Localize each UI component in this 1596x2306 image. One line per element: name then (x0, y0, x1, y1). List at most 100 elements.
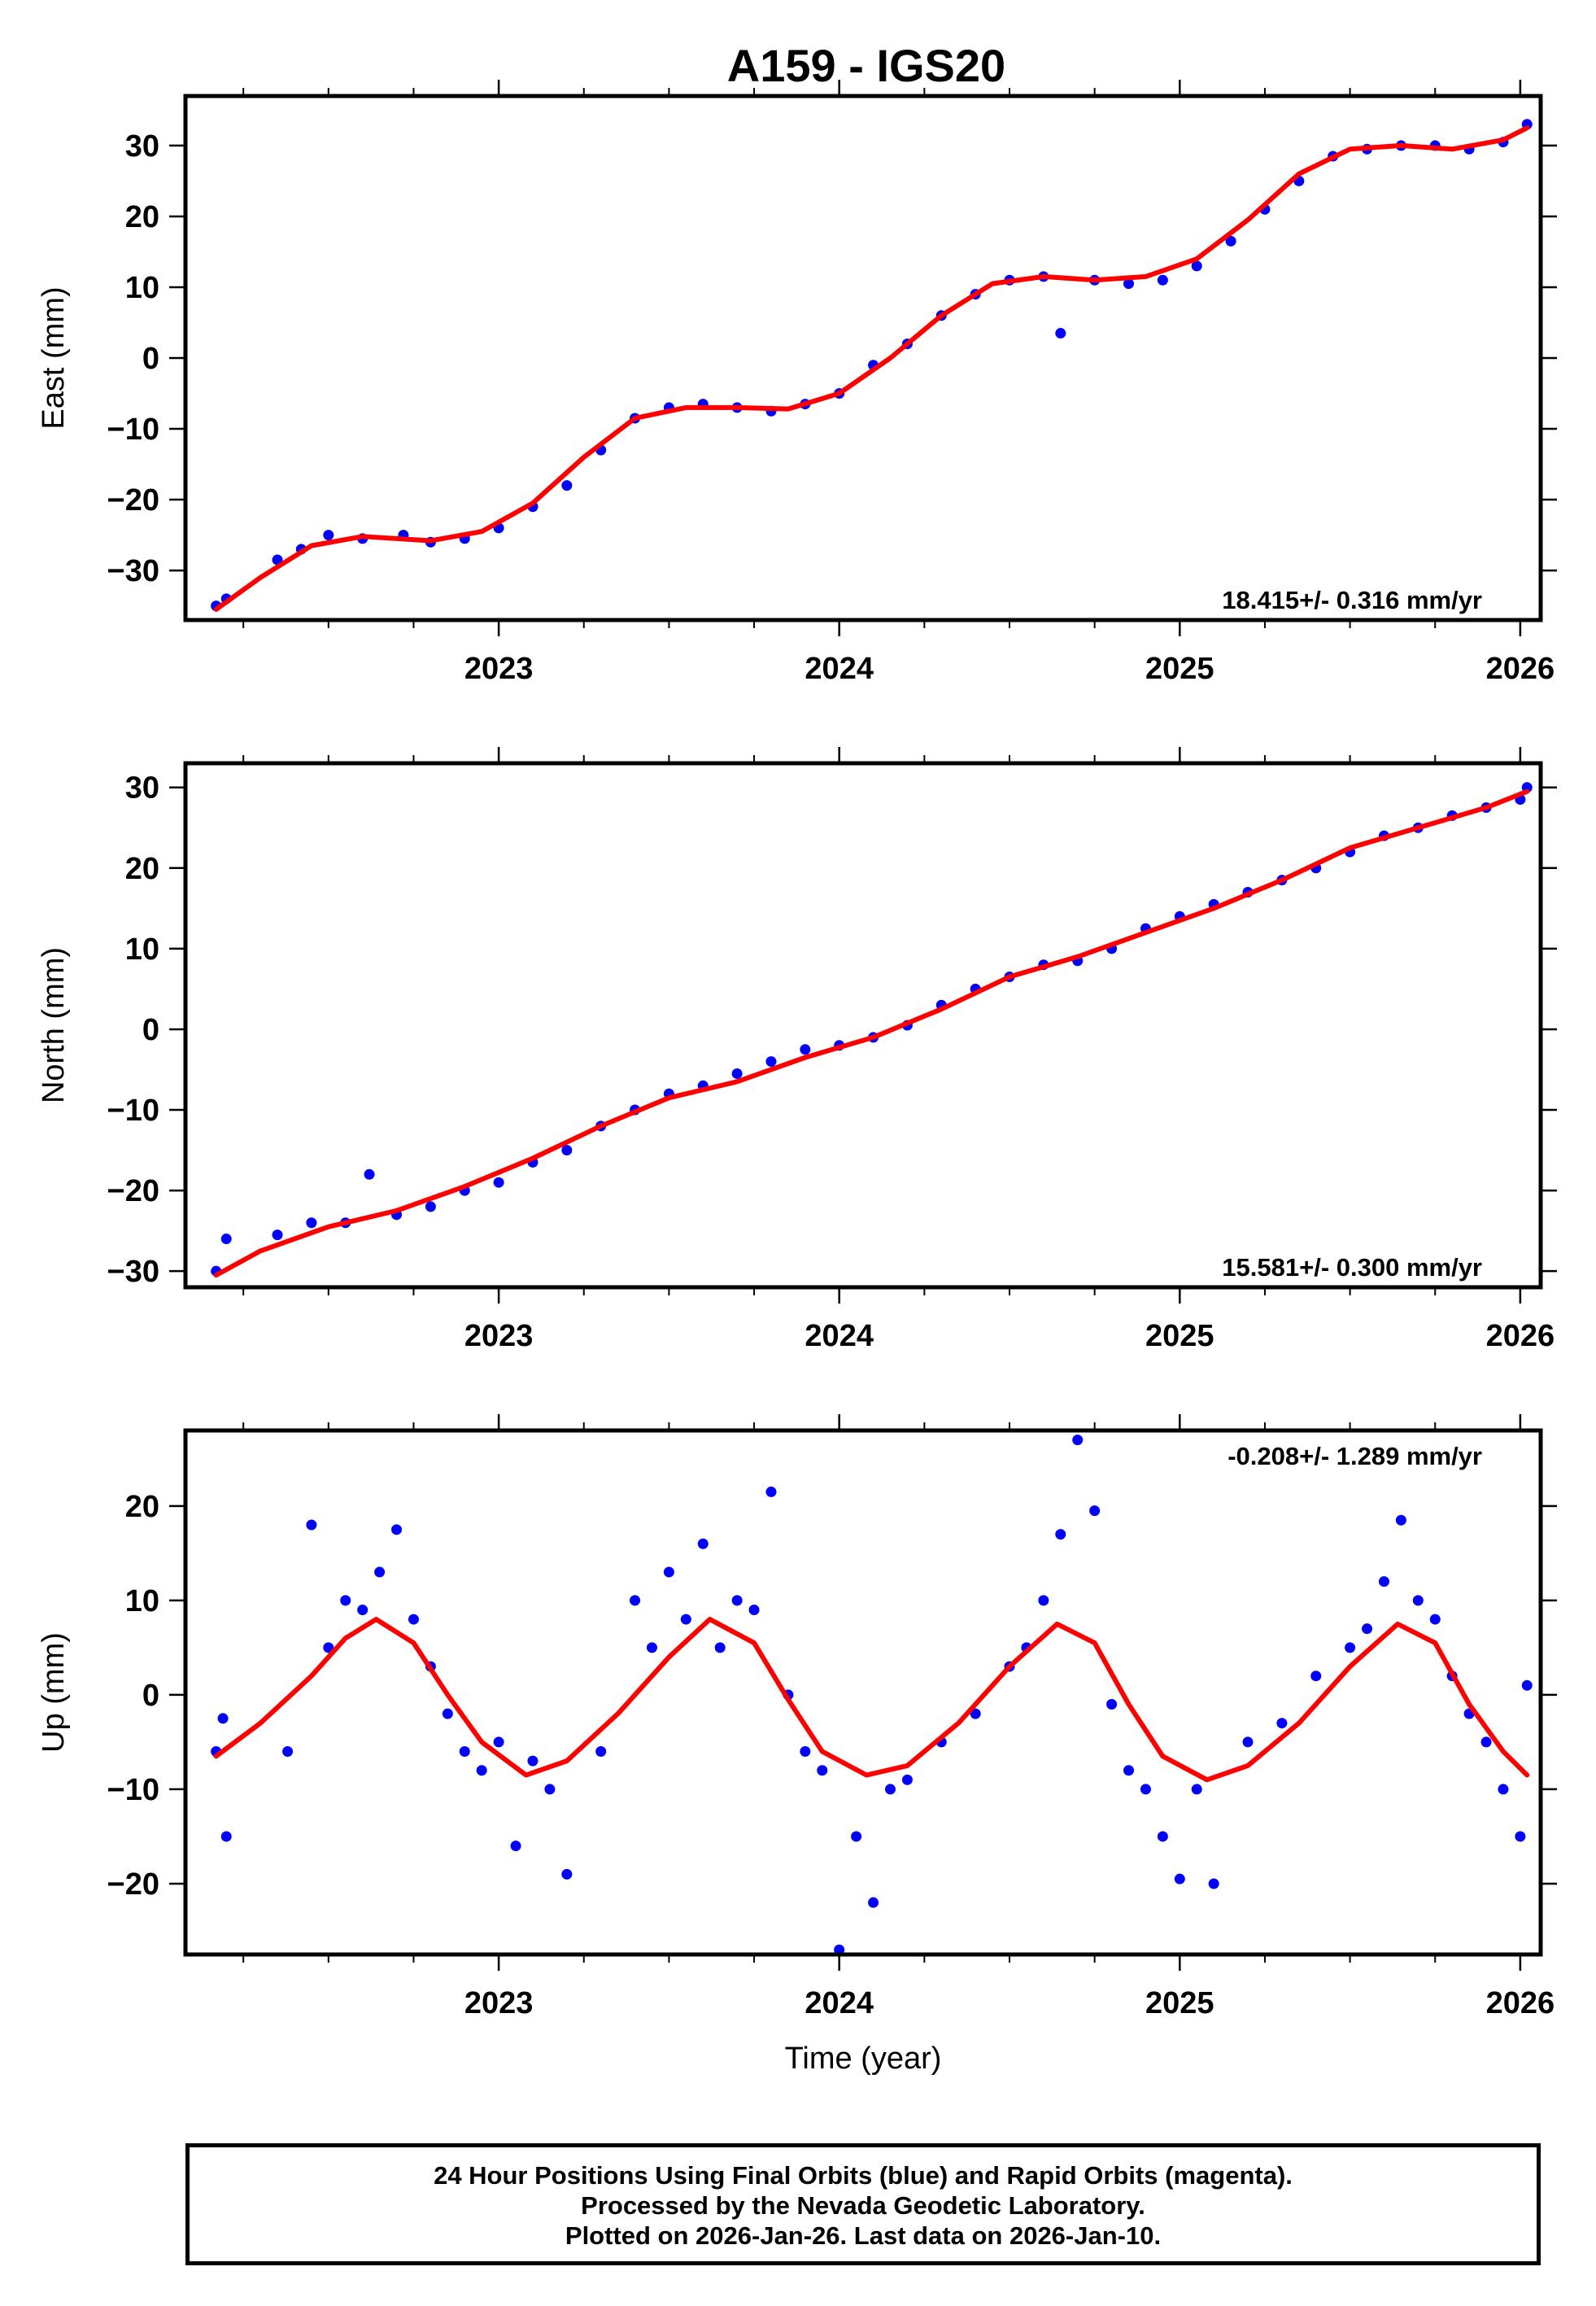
up-data-point (217, 1713, 229, 1724)
up-data-point (1208, 1878, 1219, 1889)
up-data-point (1521, 1679, 1533, 1691)
east-frame (183, 94, 1543, 622)
up-data-point (1378, 1576, 1389, 1588)
up-data-point (374, 1566, 386, 1578)
up-data-point (1395, 1514, 1406, 1526)
north-y-tick-label: 0 (142, 1013, 159, 1047)
up-x-axis-label: Time (year) (785, 2042, 942, 2076)
up-data-point (630, 1595, 641, 1606)
east-data-point (1123, 278, 1135, 290)
up-data-point (282, 1746, 294, 1758)
footer-line-orbits: 24 Hour Positions Using Final Orbits (bl… (434, 2161, 1293, 2190)
north-y-tick-label: 10 (125, 932, 159, 967)
up-data-layer (211, 1435, 1533, 1954)
east-rate-label: 18.415+/- 0.316 mm/yr (1222, 586, 1482, 614)
up-data-point (391, 1524, 403, 1535)
up-data-point (527, 1755, 539, 1767)
up-data-point (1515, 1831, 1526, 1842)
up-data-point (1038, 1595, 1049, 1606)
up-data-point (817, 1765, 828, 1776)
up-y-axis-label: Up (mm) (37, 1632, 71, 1753)
up-data-point (595, 1746, 607, 1758)
up-data-point (442, 1708, 453, 1719)
up-data-point (748, 1604, 760, 1615)
up-data-point (1498, 1784, 1509, 1795)
north-data-point (364, 1168, 375, 1180)
up-data-point (1362, 1623, 1373, 1635)
up-data-point (340, 1595, 351, 1606)
north-y-tick-label: −10 (107, 1094, 159, 1128)
up-data-point (1089, 1505, 1101, 1517)
up-x-tick-label: 2024 (805, 1986, 874, 2020)
up-data-point (493, 1736, 504, 1748)
up-y-tick-label: 10 (125, 1584, 159, 1618)
north-data-point (306, 1217, 317, 1229)
east-data-point (323, 530, 334, 541)
north-y-tick-label: −30 (107, 1255, 159, 1289)
east-x-tick-label: 2023 (464, 652, 534, 686)
east-panel: 2023 2024 2025 2026 −30 −20 −10 0 10 20 30 East (mm… (37, 80, 1557, 686)
north-data-point (493, 1177, 504, 1188)
up-y-tick-label: −20 (107, 1867, 159, 1902)
up-rate-label: -0.208+/- 1.289 mm/yr (1228, 1442, 1482, 1470)
north-frame (183, 761, 1543, 1290)
up-data-point (680, 1614, 691, 1625)
east-data-point (1225, 235, 1236, 247)
east-y-tick-label: 20 (125, 200, 159, 234)
north-data-point (425, 1201, 436, 1212)
up-data-point (1191, 1784, 1202, 1795)
up-data-point (510, 1841, 521, 1852)
up-data-point (357, 1604, 368, 1615)
north-rate-label: 15.581+/- 0.300 mm/yr (1222, 1253, 1482, 1282)
up-data-point (220, 1831, 232, 1842)
up-data-point (1140, 1784, 1151, 1795)
up-data-point (306, 1519, 317, 1531)
up-data-point (1412, 1595, 1424, 1606)
east-y-tick-label: 10 (125, 271, 159, 305)
up-data-point (1276, 1718, 1288, 1729)
up-panel: 2023 2024 2025 2026 −20 −10 0 10 20 Up (mm) Time (… (37, 1414, 1557, 2076)
chart-title: A159 - IGS20 (726, 40, 1006, 91)
east-data-point (561, 480, 573, 491)
east-y-tick-label: −10 (107, 413, 159, 447)
north-x-tick-label: 2024 (805, 1319, 874, 1353)
up-data-point (800, 1746, 811, 1758)
up-data-point (1157, 1831, 1168, 1842)
footer-line-plotted: Plotted on 2026-Jan-26. Last data on 202… (565, 2221, 1162, 2250)
up-data-point (970, 1708, 981, 1719)
north-y-axis-label: North (mm) (37, 947, 71, 1103)
up-x-tick-label: 2026 (1486, 1986, 1555, 2020)
up-data-point (1429, 1614, 1441, 1625)
north-data-point (272, 1229, 283, 1241)
up-data-point (1174, 1873, 1185, 1885)
north-data-point (731, 1068, 743, 1079)
up-data-point (697, 1538, 709, 1549)
footer-line-processed: Processed by the Nevada Geodetic Laborat… (581, 2191, 1145, 2220)
up-data-point (901, 1774, 913, 1785)
north-data-point (765, 1056, 777, 1068)
up-data-point (1106, 1699, 1118, 1710)
north-y-tick-label: −20 (107, 1174, 159, 1208)
up-data-point (459, 1746, 470, 1758)
east-data-point (1191, 260, 1202, 272)
north-panel: 2023 2024 2025 2026 −30 −20 −10 0 10 20 30 North (m… (37, 747, 1557, 1353)
east-y-tick-label: 0 (142, 342, 159, 376)
north-x-tick-label: 2023 (464, 1319, 534, 1353)
north-data-layer (211, 782, 1533, 1278)
east-x-tick-label: 2025 (1145, 652, 1214, 686)
north-fit-line (213, 788, 1530, 1278)
north-x-tick-label: 2026 (1486, 1319, 1555, 1353)
east-y-axis-label: East (mm) (37, 286, 71, 429)
north-data-point (220, 1234, 232, 1245)
up-y-tick-label: 0 (142, 1679, 159, 1713)
up-fit-line (213, 1617, 1530, 1783)
east-y-tick-label: −20 (107, 483, 159, 518)
up-x-tick-label: 2025 (1145, 1986, 1214, 2020)
up-data-point (1310, 1671, 1322, 1682)
up-data-point (323, 1642, 334, 1653)
up-data-point (731, 1595, 743, 1606)
up-data-point (1480, 1736, 1492, 1748)
north-y-tick-label: 20 (125, 852, 159, 886)
